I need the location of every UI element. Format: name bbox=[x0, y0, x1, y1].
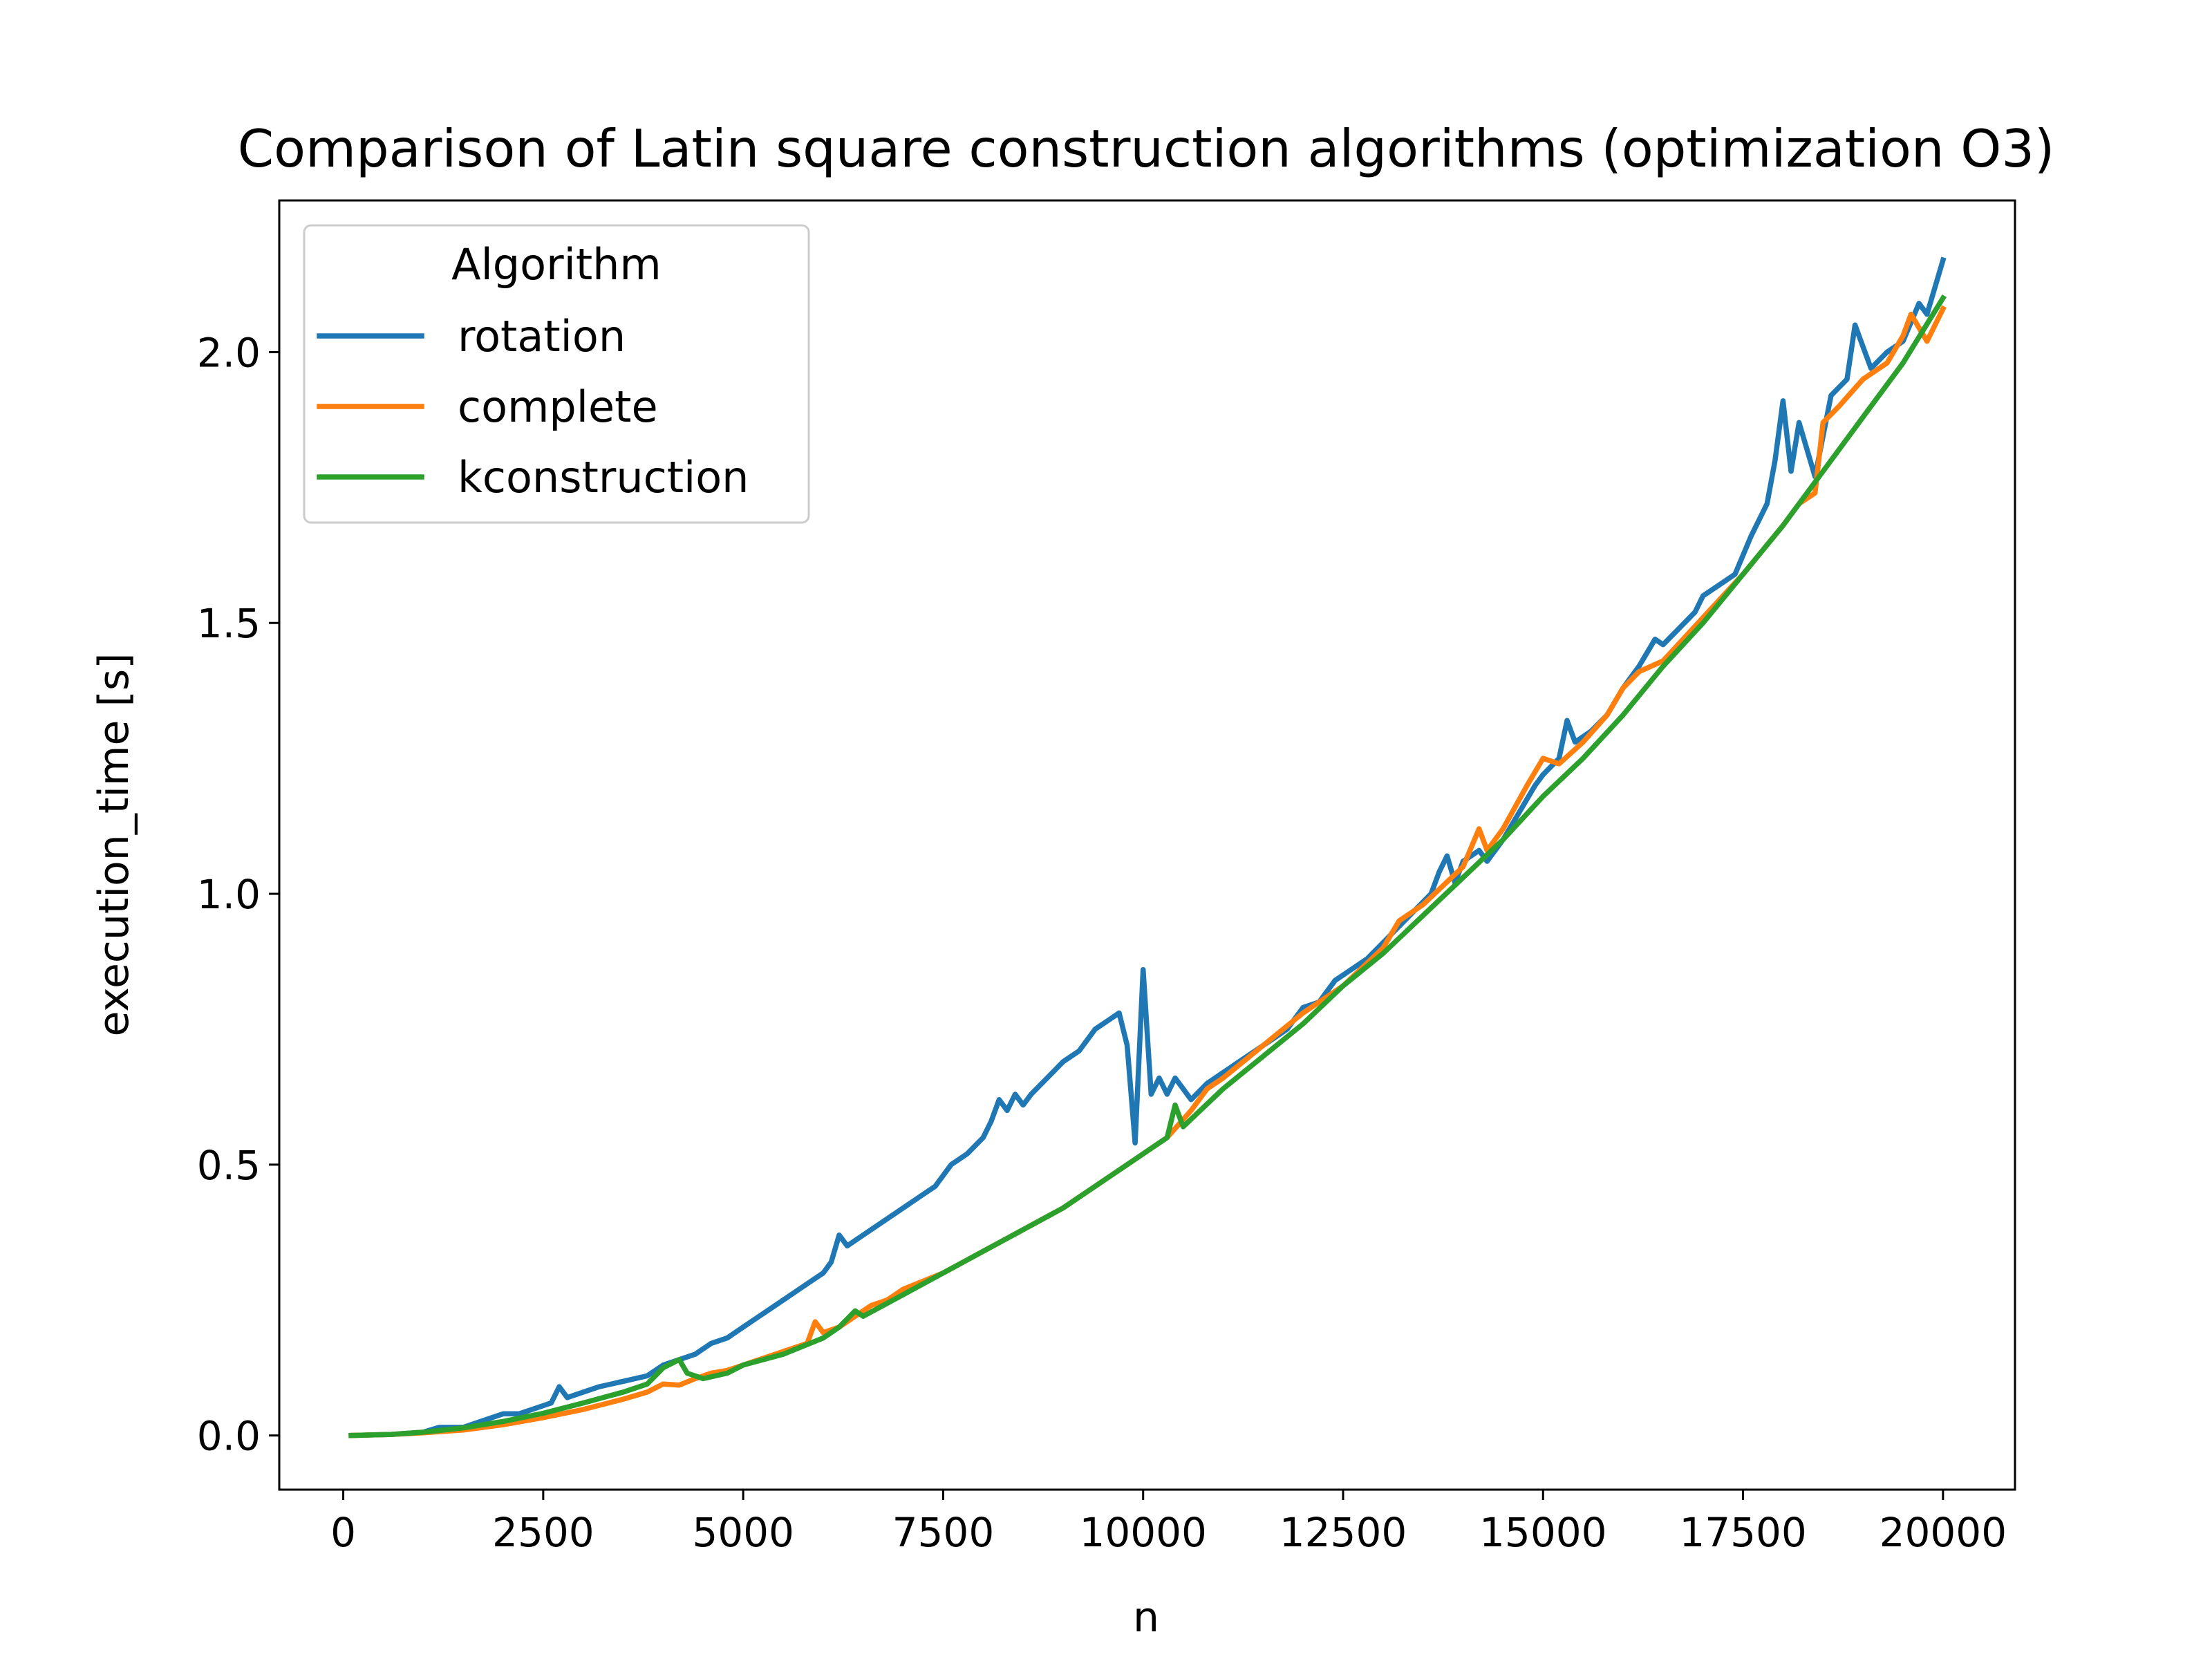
y-tick-label: 0.0 bbox=[197, 1413, 261, 1460]
x-tick-label: 17500 bbox=[1679, 1509, 1807, 1556]
y-tick-label: 2.0 bbox=[197, 329, 261, 376]
x-axis: 0 2500 5000 7500 10000 12500 15000 17500 20000 bbox=[330, 1490, 2007, 1556]
y-tick-label: 1.5 bbox=[197, 600, 261, 647]
y-axis-label: execution_time [s] bbox=[90, 653, 138, 1036]
chart-title: Comparison of Latin square construction … bbox=[238, 118, 2055, 179]
y-tick-label: 0.5 bbox=[197, 1142, 261, 1189]
x-tick-label: 2500 bbox=[492, 1509, 594, 1556]
x-tick-label: 20000 bbox=[1880, 1509, 2007, 1556]
x-tick-label: 0 bbox=[330, 1509, 356, 1556]
series-layer bbox=[348, 256, 1947, 1438]
legend-label-kconstruction: kconstruction bbox=[458, 452, 749, 503]
x-tick-label: 7500 bbox=[892, 1509, 995, 1556]
plot-frame bbox=[278, 199, 2016, 1491]
series-line-kconstruction bbox=[348, 294, 1947, 1438]
series-line-rotation bbox=[348, 256, 1947, 1438]
legend-items: rotation complete kconstruction bbox=[317, 311, 749, 503]
legend: Algorithm rotation complete kconstruction bbox=[303, 224, 810, 524]
legend-box bbox=[303, 224, 810, 524]
x-tick-label: 5000 bbox=[692, 1509, 794, 1556]
y-tick-label: 1.0 bbox=[197, 871, 261, 918]
legend-label-rotation: rotation bbox=[458, 311, 626, 362]
x-tick-label: 12500 bbox=[1280, 1509, 1407, 1556]
legend-label-complete: complete bbox=[458, 382, 658, 432]
legend-title: Algorithm bbox=[451, 239, 662, 290]
x-tick-label: 15000 bbox=[1479, 1509, 1607, 1556]
x-axis-label: n bbox=[1133, 1593, 1159, 1642]
x-tick-label: 10000 bbox=[1079, 1509, 1207, 1556]
y-axis: 0.0 0.5 1.0 1.5 2.0 bbox=[197, 329, 279, 1460]
